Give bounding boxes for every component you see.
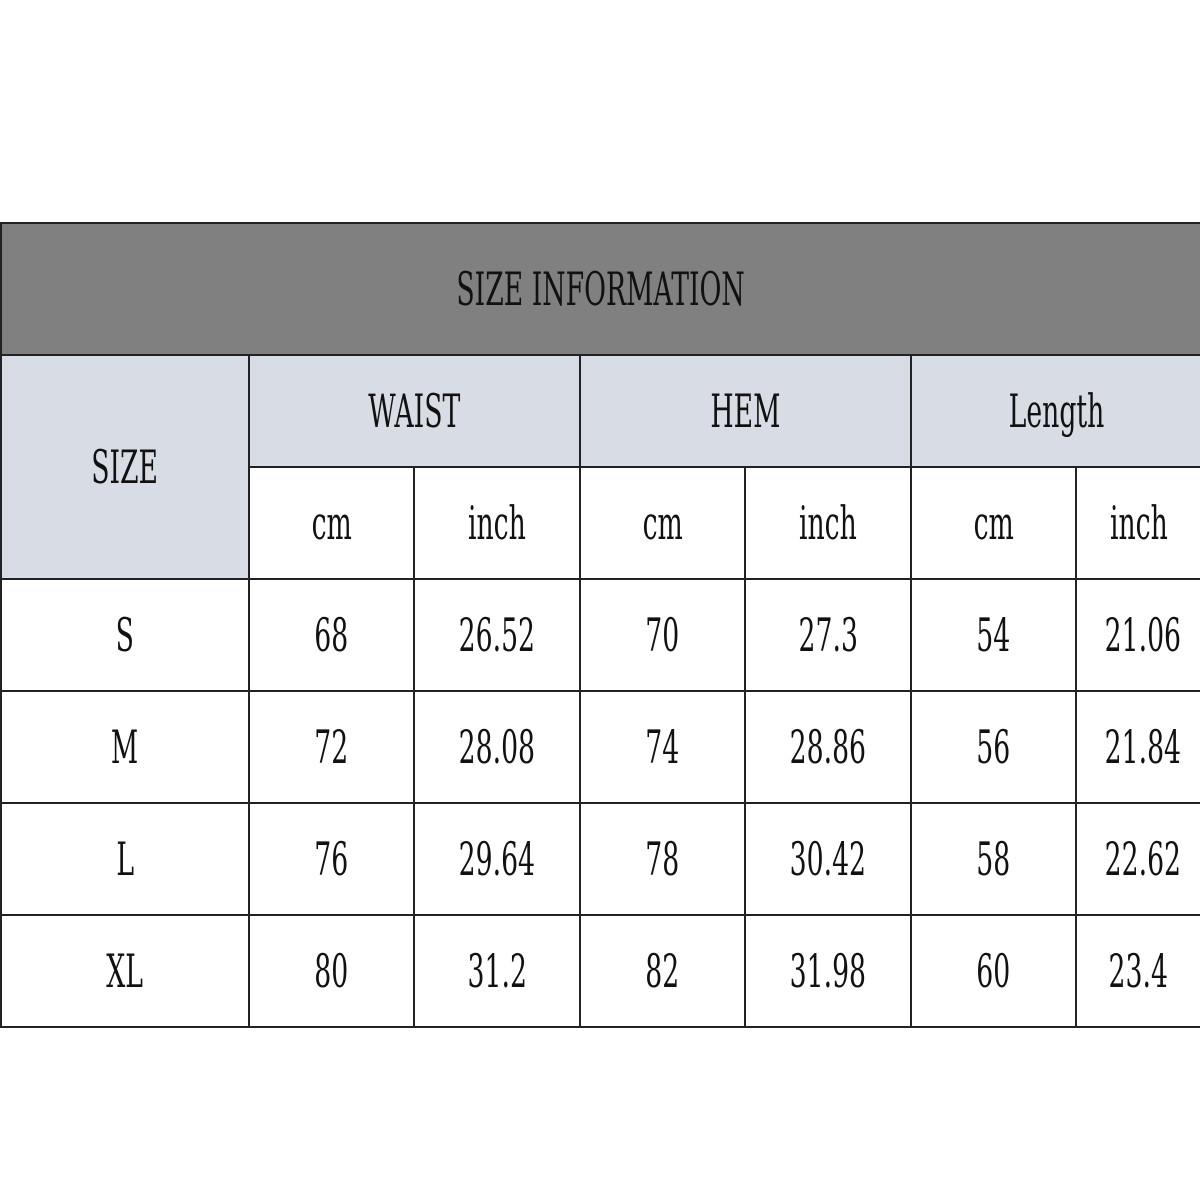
group-header-length: Length [909,354,1200,468]
value-cell: 31.98 [744,914,912,1028]
unit-header: inch [413,466,581,580]
value-text: 22.62 [1104,832,1182,886]
value-cell: 31.2 [413,914,581,1028]
unit-label: cm [311,496,352,550]
value-cell: 30.42 [744,802,912,916]
group-label: WAIST [368,384,461,438]
group-header-waist: WAIST [248,354,581,468]
group-label: HEM [710,384,781,438]
group-label: Length [1008,384,1104,438]
value-cell: 70 [579,578,746,692]
value-cell: 22.62 [1074,802,1200,916]
value-text: 58 [976,832,1011,886]
value-text: 21.84 [1104,720,1182,774]
value-text: 70 [645,608,680,662]
value-cell: 58 [910,802,1077,916]
value-text: 26.52 [458,608,536,662]
value-cell: 60 [910,914,1077,1028]
value-text: 56 [976,720,1011,774]
value-cell: 26.52 [413,578,581,692]
size-cell: L [0,802,250,916]
value-cell: 82 [579,914,746,1028]
table-row: XL 80 31.2 82 31.98 60 23.4 [0,914,1200,1028]
value-cell: 27.3 [744,578,912,692]
size-label: XL [106,944,144,998]
value-text: 78 [645,832,680,886]
unit-label: cm [642,496,683,550]
value-text: 29.64 [458,832,536,886]
table-row: L 76 29.64 78 30.42 58 22.62 [0,802,1200,916]
value-text: 76 [314,832,349,886]
table-row: M 72 28.08 74 28.86 56 21.84 [0,690,1200,804]
size-cell: S [0,578,250,692]
value-cell: 78 [579,802,746,916]
unit-label: cm [973,496,1014,550]
value-text: 54 [976,608,1011,662]
value-text: 31.2 [467,944,527,998]
value-text: 30.42 [789,832,867,886]
value-cell: 74 [579,690,746,804]
value-text: 21.06 [1104,608,1182,662]
size-label: S [115,608,135,662]
value-text: 23.4 [1108,944,1169,998]
value-text: 31.98 [789,944,867,998]
value-cell: 28.86 [744,690,912,804]
size-cell: M [0,690,250,804]
value-text: 27.3 [798,608,858,662]
value-cell: 76 [248,802,415,916]
size-header: SIZE [0,354,250,580]
size-table: SIZE INFORMATION SIZE WAIST HEM Length c… [0,222,1200,1028]
value-text: 72 [314,720,349,774]
value-text: 74 [645,720,680,774]
value-cell: 21.84 [1074,690,1200,804]
value-cell: 72 [248,690,415,804]
value-cell: 28.08 [413,690,581,804]
unit-header: cm [910,466,1077,580]
value-cell: 68 [248,578,415,692]
size-header-label: SIZE [91,440,159,494]
value-cell: 54 [910,578,1077,692]
value-text: 82 [645,944,680,998]
unit-header: inch [1074,466,1200,580]
table-title-cell: SIZE INFORMATION [0,222,1200,356]
unit-header: cm [579,466,746,580]
value-cell: 56 [910,690,1077,804]
value-cell: 29.64 [413,802,581,916]
value-cell: 23.4 [1074,914,1200,1028]
unit-header: inch [744,466,912,580]
unit-label: inch [468,496,526,550]
value-text: 28.86 [789,720,867,774]
value-text: 68 [314,608,349,662]
value-text: 28.08 [458,720,536,774]
value-text: 80 [314,944,349,998]
value-cell: 21.06 [1074,578,1200,692]
size-cell: XL [0,914,250,1028]
size-label: M [111,720,139,774]
value-cell: 80 [248,914,415,1028]
size-label: L [116,832,134,886]
unit-label: inch [1109,496,1168,550]
group-header-hem: HEM [579,354,912,468]
value-text: 60 [976,944,1011,998]
table-row: S 68 26.52 70 27.3 54 21.06 [0,578,1200,692]
table-title: SIZE INFORMATION [456,262,746,316]
unit-header: cm [248,466,415,580]
unit-label: inch [799,496,857,550]
